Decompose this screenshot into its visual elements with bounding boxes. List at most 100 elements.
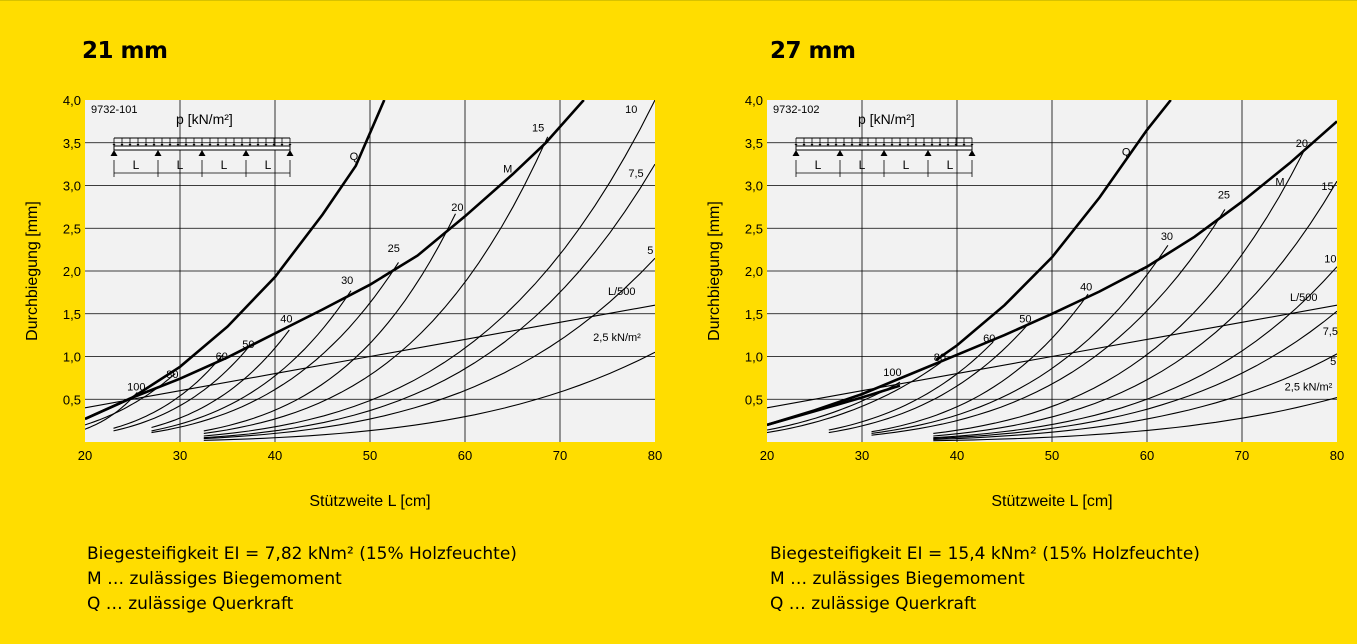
- x-axis-label: Stützweite L [cm]: [309, 493, 430, 510]
- arrow-head: [184, 144, 188, 146]
- y-tick-label: 1,5: [63, 307, 81, 322]
- arrow-head: [906, 144, 910, 146]
- beam-diagram: [792, 137, 976, 177]
- y-tick-label: 2,0: [745, 264, 763, 279]
- curve-label: 25: [388, 243, 400, 255]
- curve-label: 60: [216, 351, 228, 363]
- support-triangle: [198, 150, 206, 156]
- arrow-head: [224, 144, 228, 146]
- arrow-head: [946, 144, 950, 146]
- curve-label: 30: [1161, 231, 1173, 243]
- x-tick-label: 50: [363, 448, 377, 463]
- load-curve: [933, 151, 1305, 434]
- x-tick-label: 70: [553, 448, 567, 463]
- moment-note: M … zulässiges Biegemoment: [87, 569, 342, 589]
- arrow-head: [192, 144, 196, 146]
- arrow-head: [970, 144, 974, 146]
- load-curve: [933, 310, 1337, 440]
- y-tick-label: 3,5: [745, 136, 763, 151]
- arrow-head: [248, 144, 252, 146]
- q-curve: [85, 100, 386, 421]
- load-curve: [113, 354, 224, 429]
- stiffness-note: Biegesteifigkeit EI = 7,82 kNm² (15% Hol…: [87, 544, 517, 564]
- curve-label: 100: [127, 382, 145, 394]
- load-curve: [203, 213, 456, 432]
- curve-label: 5: [647, 245, 653, 257]
- x-tick-label: 50: [1045, 448, 1059, 463]
- load-curve: [871, 209, 1226, 436]
- arrow-head: [168, 144, 172, 146]
- load-curve: [85, 392, 138, 430]
- arrow-head: [128, 144, 132, 146]
- arrow-head: [136, 144, 140, 146]
- beam: [795, 145, 973, 151]
- support-triangle: [242, 150, 250, 156]
- arrow-head: [866, 144, 870, 146]
- load-curve: [933, 266, 1337, 439]
- curve-label: 40: [280, 313, 292, 325]
- l500-line: [85, 304, 655, 409]
- y-tick-label: 3,5: [63, 136, 81, 151]
- arrow-head: [272, 144, 276, 146]
- arrow-head: [890, 144, 894, 146]
- curve-label: 60: [983, 333, 995, 345]
- span-label: L: [221, 158, 228, 172]
- load-curve: [151, 329, 290, 429]
- curve-label: 2,5 kN/m²: [593, 332, 641, 344]
- curve-label: 15: [1321, 181, 1333, 193]
- arrow-head: [818, 144, 822, 146]
- curve-label: Q: [350, 151, 359, 163]
- arrow-head: [826, 144, 830, 146]
- y-tick-label: 0,5: [745, 392, 763, 407]
- y-tick-label: 1,0: [745, 350, 763, 365]
- load-curve: [871, 293, 1089, 433]
- arrow-head: [208, 144, 212, 146]
- curve-label: L/500: [608, 286, 636, 298]
- curve-label: 80: [934, 352, 946, 364]
- load-curve: [151, 262, 399, 434]
- curve-label: 7,5: [1323, 326, 1338, 338]
- span-label: L: [265, 158, 272, 172]
- chart-id-label: 9732-102: [773, 104, 820, 116]
- y-tick-label: 0,5: [63, 392, 81, 407]
- m-curve: [85, 100, 585, 421]
- load-curve: [871, 244, 1169, 434]
- curve-label: 7,5: [628, 168, 643, 180]
- load-curve: [203, 257, 655, 440]
- panel-heading: 21 mm: [82, 38, 168, 64]
- support-triangle: [968, 150, 976, 156]
- chart-id-label: 9732-101: [91, 104, 138, 116]
- arrow-head: [216, 144, 220, 146]
- top-border: [0, 0, 1357, 1]
- l500-line: [767, 304, 1337, 409]
- arrow-head: [232, 144, 236, 146]
- x-tick-label: 30: [855, 448, 869, 463]
- x-tick-label: 20: [78, 448, 92, 463]
- x-tick-label: 30: [173, 448, 187, 463]
- arrow-head: [874, 144, 878, 146]
- y-tick-label: 1,5: [745, 307, 763, 322]
- curve-label: 80: [166, 369, 178, 381]
- y-tick-label: 3,0: [63, 179, 81, 194]
- arrow-head: [850, 144, 854, 146]
- support-triangle: [792, 150, 800, 156]
- curve-label: 20: [1296, 138, 1308, 150]
- span-label: L: [903, 158, 910, 172]
- y-tick-label: 2,5: [745, 221, 763, 236]
- arrow-head: [144, 144, 148, 146]
- load-curve: [828, 323, 1029, 434]
- arrow-head: [264, 144, 268, 146]
- curve-label: 10: [625, 104, 637, 116]
- arrow-head: [810, 144, 814, 146]
- shear-note: Q … zulässige Querkraft: [770, 594, 977, 614]
- arrow-head: [914, 144, 918, 146]
- arrow-head: [858, 144, 862, 146]
- y-tick-label: 2,5: [63, 221, 81, 236]
- q-curve: [935, 100, 1172, 361]
- stiffness-note: Biegesteifigkeit EI = 15,4 kNm² (15% Hol…: [770, 544, 1200, 564]
- load-curve: [933, 353, 1337, 440]
- arrow-head: [962, 144, 966, 146]
- arrow-head: [922, 144, 926, 146]
- curve-label: 50: [242, 339, 254, 351]
- panel-notes: Biegesteifigkeit EI = 15,4 kNm² (15% Hol…: [770, 542, 1200, 617]
